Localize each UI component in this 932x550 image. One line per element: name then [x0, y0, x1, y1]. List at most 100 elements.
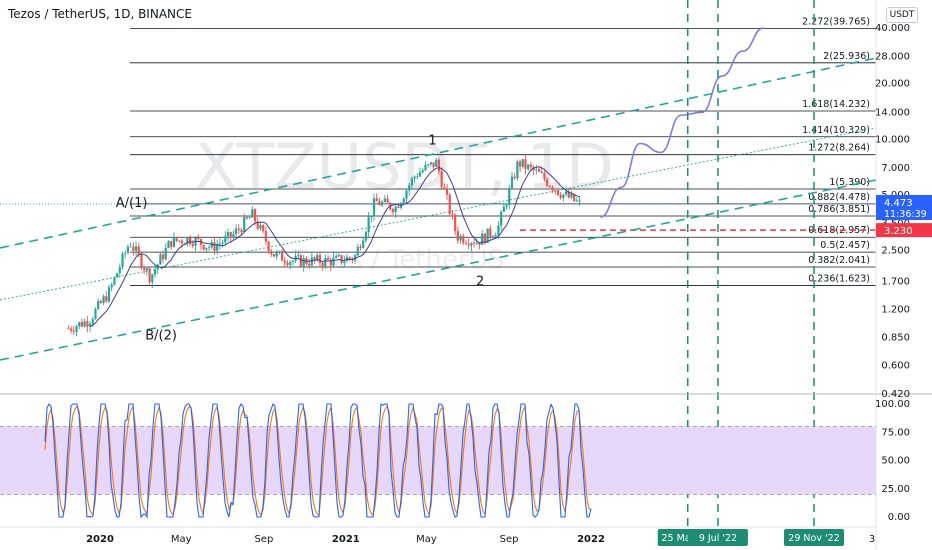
- candle-body: [153, 269, 157, 275]
- date-badge: [687, 529, 748, 546]
- wave-label: 2: [476, 275, 484, 290]
- candle-body: [299, 255, 303, 267]
- candle-body: [80, 322, 84, 327]
- time-axis: 2020 May Sep 2021 May Sep 2022 3 25 May '229 Jul…: [86, 529, 875, 546]
- rsi-tick-label: 25.00: [881, 484, 910, 495]
- candle-body: [359, 246, 362, 248]
- candle-body: [421, 170, 424, 173]
- candle-body: [372, 198, 376, 217]
- candle-body: [275, 252, 278, 257]
- candle-body: [329, 259, 332, 266]
- candle-body: [494, 234, 497, 237]
- candle-body: [164, 247, 167, 260]
- stoch-rsi-pane: 100.00 75.00 50.00 25.00 0.00: [0, 399, 910, 523]
- candle-body: [118, 267, 121, 274]
- candle-body: [391, 209, 395, 213]
- candle-body: [546, 179, 549, 186]
- candle-body: [397, 206, 400, 208]
- candle-body: [83, 321, 86, 327]
- candle-body: [207, 247, 211, 249]
- rsi-tick-label: 100.00: [875, 399, 910, 410]
- candle-body: [462, 235, 465, 244]
- candle-body: [537, 169, 541, 172]
- candle-body: [110, 284, 113, 288]
- price-tick-label: 28.000: [875, 52, 910, 63]
- candle-body: [229, 232, 232, 238]
- price-tick-label: 0.600: [881, 360, 910, 371]
- candle-body: [518, 161, 522, 167]
- price-tick-label: 7.000: [881, 163, 910, 174]
- date-badge-label: 29 Nov '22: [788, 533, 839, 544]
- candle-body: [197, 237, 200, 240]
- candle-body: [435, 159, 438, 167]
- candle-body: [70, 328, 73, 331]
- candle-body: [251, 209, 254, 218]
- candle-body: [356, 246, 359, 256]
- candle-body: [502, 206, 505, 212]
- candle-body: [543, 172, 546, 180]
- candle-body: [324, 257, 327, 266]
- fib-level-label: 0.882(4.478): [808, 192, 870, 203]
- candle-body: [116, 273, 119, 278]
- candle-body: [272, 254, 276, 257]
- candle-body: [548, 185, 551, 188]
- support-value: 3.230: [884, 226, 913, 237]
- candle-body: [564, 191, 568, 195]
- candle-body: [145, 268, 148, 271]
- current-price-badge: [876, 194, 932, 220]
- support-badge: [876, 223, 932, 238]
- fib-level-label: 1.414(10.329): [802, 125, 870, 136]
- wave-label: A/(1): [116, 196, 148, 211]
- price-tick-label: 14.000: [875, 107, 910, 118]
- candle-body: [326, 257, 330, 260]
- trend-channel: [0, 57, 877, 361]
- fib-level-label: 0.5(2.457): [820, 240, 870, 251]
- candle-body: [308, 263, 311, 266]
- projection-line: [600, 27, 764, 218]
- candle-body: [524, 159, 527, 169]
- candle-body: [94, 308, 97, 319]
- candle-body: [340, 255, 343, 263]
- candle-body: [402, 198, 405, 203]
- currency-button[interactable]: USDT: [886, 7, 918, 23]
- candle-body: [72, 330, 75, 332]
- rsi-tick-label: 75.00: [881, 427, 910, 438]
- candle-body: [178, 240, 181, 242]
- candle-body: [348, 257, 351, 259]
- candle-body: [289, 261, 292, 266]
- current-price-value: 4.473: [884, 198, 913, 209]
- candle-body: [464, 243, 468, 244]
- candle-body: [427, 164, 430, 166]
- candle-body: [405, 190, 408, 199]
- candle-body: [124, 252, 127, 254]
- candle-body: [88, 323, 92, 327]
- rsi-band: [0, 426, 876, 495]
- time-tick-label: 2020: [86, 534, 114, 545]
- candle-body: [367, 217, 370, 233]
- chart-title: Tezos / TetherUS, 1D, BINANCE: [8, 7, 192, 21]
- candle-body: [248, 217, 251, 219]
- candle-body: [256, 221, 259, 229]
- channel-mid-line: [0, 127, 877, 301]
- candle-body: [521, 159, 524, 167]
- candle-body: [478, 242, 481, 245]
- projection-path: [600, 27, 764, 218]
- candle-body: [283, 260, 286, 263]
- candle-body: [113, 277, 116, 285]
- candle-body: [467, 243, 470, 246]
- candle-body: [335, 255, 338, 258]
- candle-body: [126, 246, 130, 253]
- fib-level-label: 1.618(14.232): [802, 99, 870, 110]
- candle-body: [240, 229, 243, 233]
- candle-body: [91, 318, 94, 324]
- candle-body: [516, 161, 519, 179]
- candle-body: [337, 255, 340, 256]
- candle-body: [291, 260, 295, 262]
- price-tick-label: 2.500: [881, 246, 910, 257]
- candle-body: [186, 237, 189, 245]
- candle-body: [570, 193, 573, 198]
- candle-body: [302, 258, 305, 267]
- candle-body: [172, 236, 176, 247]
